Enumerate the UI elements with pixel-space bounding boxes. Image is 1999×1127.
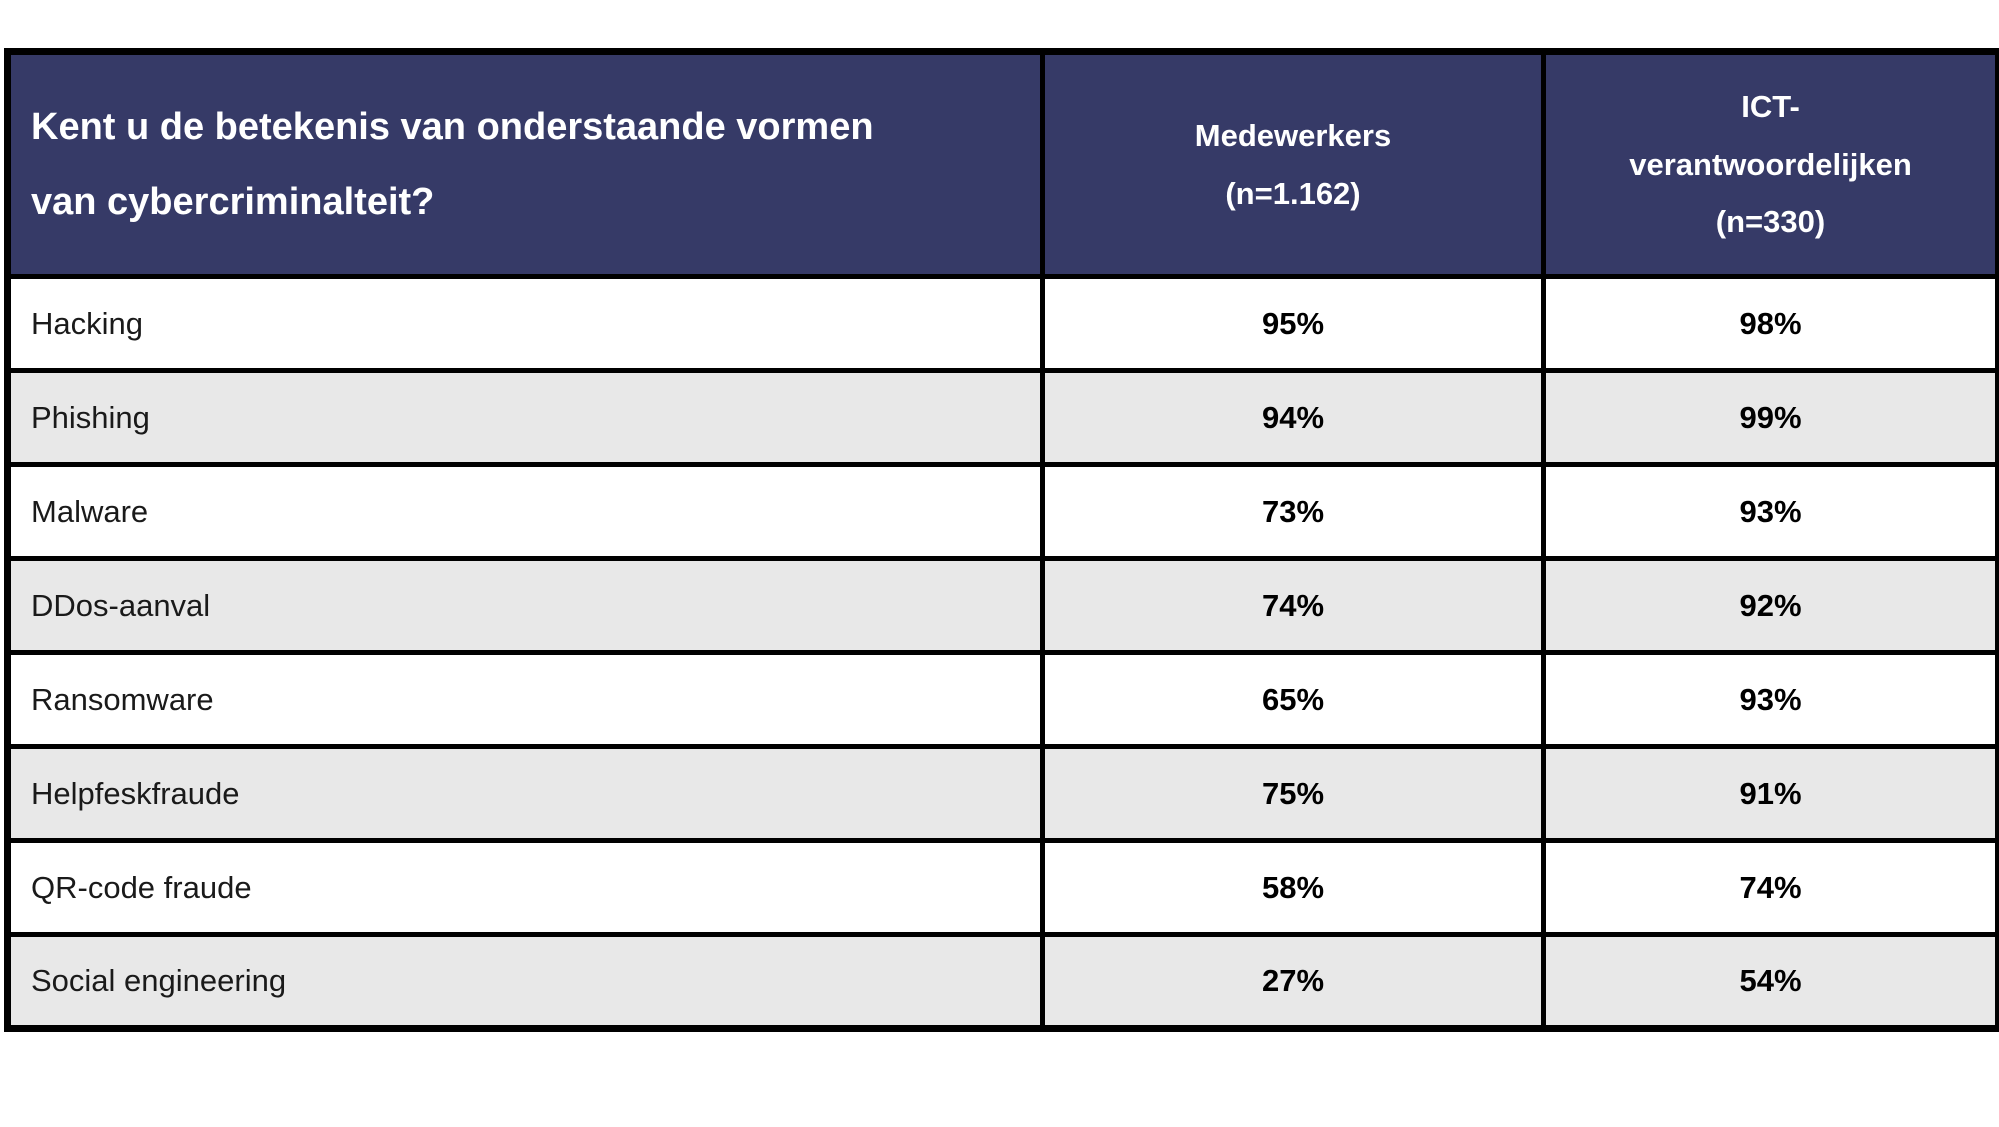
ict-value: 91% bbox=[1541, 744, 1999, 843]
table-row: Helpfeskfraude 75% 91% bbox=[5, 744, 1999, 843]
row-label: QR-code fraude bbox=[5, 838, 1045, 937]
table-row: Hacking 95% 98% bbox=[5, 274, 1999, 373]
row-label: Phishing bbox=[5, 368, 1045, 467]
ict-header-line-1: ICT- bbox=[1741, 89, 1800, 125]
medewerkers-header-name: Medewerkers bbox=[1194, 118, 1392, 154]
ict-header-line-2: verantwoordelijken bbox=[1629, 146, 1912, 182]
medewerkers-value: 27% bbox=[1040, 932, 1546, 1031]
survey-table: Kent u de betekenis van onderstaande vor… bbox=[4, 48, 1999, 1032]
table-header: Kent u de betekenis van onderstaande vor… bbox=[5, 49, 1999, 279]
question-line-1: Kent u de betekenis van onderstaande vor… bbox=[31, 106, 874, 149]
medewerkers-value: 73% bbox=[1040, 462, 1546, 561]
table-row: Ransomware 65% 93% bbox=[5, 650, 1999, 749]
ict-value: 98% bbox=[1541, 274, 1999, 373]
ict-header: ICT- verantwoordelijken (n=330) bbox=[1541, 49, 1999, 279]
ict-value: 74% bbox=[1541, 838, 1999, 937]
medewerkers-value: 74% bbox=[1040, 556, 1546, 655]
header-row: Kent u de betekenis van onderstaande vor… bbox=[5, 49, 1999, 279]
table-row: Phishing 94% 99% bbox=[5, 368, 1999, 467]
medewerkers-value: 58% bbox=[1040, 838, 1546, 937]
medewerkers-value: 95% bbox=[1040, 274, 1546, 373]
ict-header-n: (n=330) bbox=[1715, 204, 1826, 240]
medewerkers-header: Medewerkers (n=1.162) bbox=[1040, 49, 1546, 279]
table-body: Hacking 95% 98% Phishing 94% 99% Malware… bbox=[5, 274, 1999, 1031]
ict-value: 99% bbox=[1541, 368, 1999, 467]
ict-value: 93% bbox=[1541, 650, 1999, 749]
row-label: Hacking bbox=[5, 274, 1045, 373]
ict-value: 92% bbox=[1541, 556, 1999, 655]
row-label: Malware bbox=[5, 462, 1045, 561]
medewerkers-value: 94% bbox=[1040, 368, 1546, 467]
medewerkers-value: 75% bbox=[1040, 744, 1546, 843]
row-label: Helpfeskfraude bbox=[5, 744, 1045, 843]
row-label: Ransomware bbox=[5, 650, 1045, 749]
question-header: Kent u de betekenis van onderstaande vor… bbox=[5, 49, 1045, 279]
table-row: Malware 73% 93% bbox=[5, 462, 1999, 561]
ict-value: 54% bbox=[1541, 932, 1999, 1031]
table-row: QR-code fraude 58% 74% bbox=[5, 838, 1999, 937]
table-row: DDos-aanval 74% 92% bbox=[5, 556, 1999, 655]
ict-value: 93% bbox=[1541, 462, 1999, 561]
question-line-2: van cybercriminalteit? bbox=[31, 180, 435, 223]
medewerkers-header-n: (n=1.162) bbox=[1225, 175, 1361, 211]
medewerkers-value: 65% bbox=[1040, 650, 1546, 749]
row-label: DDos-aanval bbox=[5, 556, 1045, 655]
row-label: Social engineering bbox=[5, 932, 1045, 1031]
table-row: Social engineering 27% 54% bbox=[5, 932, 1999, 1031]
